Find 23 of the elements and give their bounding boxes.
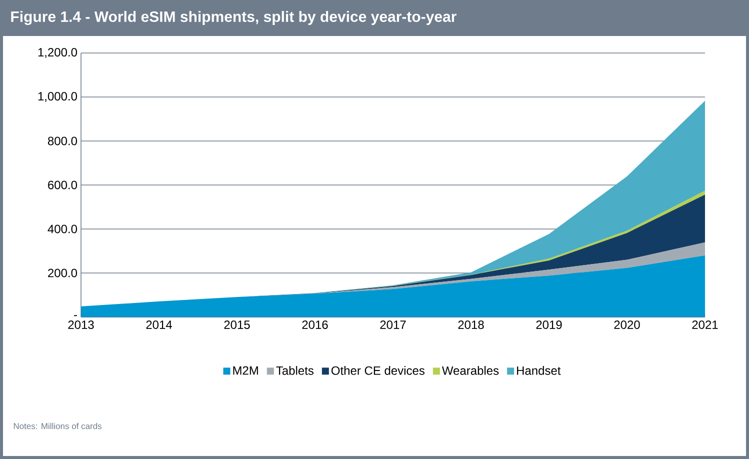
y-tick-label: 400.0 <box>48 224 78 234</box>
y-tick-label: 1,200.0 <box>38 48 78 58</box>
legend-label: Handset <box>517 366 561 375</box>
x-tick-label: 2014 <box>146 320 172 330</box>
y-tick-label: 800.0 <box>48 136 78 146</box>
chart-title: Figure 1.4 - World eSIM shipments, split by device year-to-year <box>11 10 456 26</box>
legend-label: Tablets <box>276 366 314 375</box>
x-tick-label: 2017 <box>380 320 406 330</box>
legend-label: M2M <box>233 366 258 375</box>
text: Notes: Millions of cards <box>14 422 102 430</box>
y-tick-label: 200.0 <box>48 268 78 278</box>
x-tick-label: 2020 <box>614 320 640 330</box>
x-tick-label: 2013 <box>68 320 94 330</box>
x-tick-label: 2016 <box>302 320 328 330</box>
x-tick-label: 2015 <box>224 320 250 330</box>
x-tick-label: 2018 <box>458 320 484 330</box>
y-tick-label: 1,000.0 <box>38 92 78 102</box>
legend-label: Wearables <box>442 366 499 375</box>
x-tick-label: 2021 <box>692 320 718 330</box>
y-tick-label: 600.0 <box>48 180 78 190</box>
legend-label: Other CE devices <box>331 366 424 375</box>
y-tick-label: - <box>74 315 77 316</box>
x-tick-label: 2019 <box>536 320 562 330</box>
